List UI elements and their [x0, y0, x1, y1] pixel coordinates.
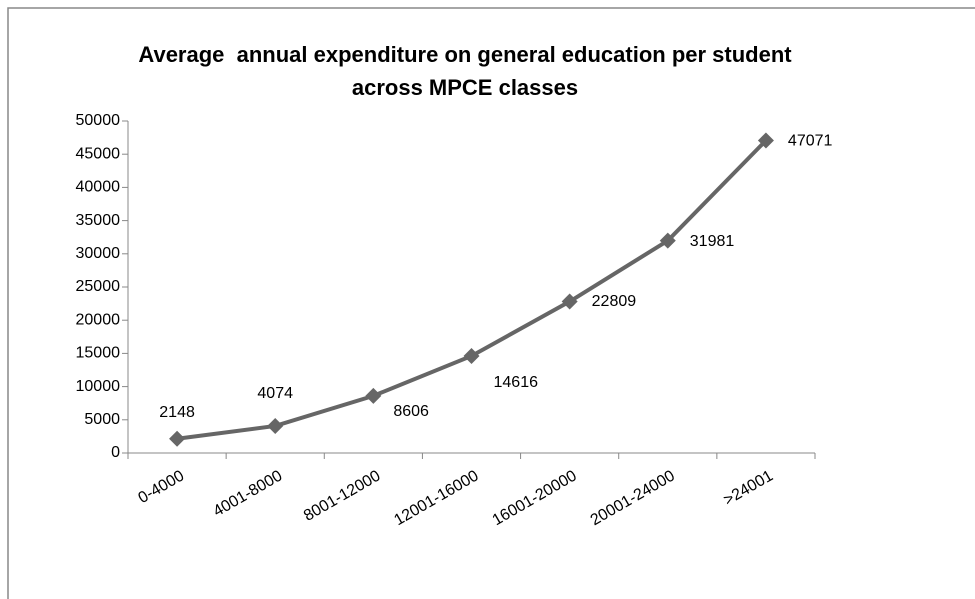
marker [561, 293, 578, 310]
data-label: 31981 [690, 233, 735, 250]
data-label: 8606 [393, 403, 429, 420]
chart-title: Average annual expenditure on general ed… [138, 42, 798, 100]
marker [267, 417, 284, 434]
y-tick-label: 10000 [76, 378, 121, 395]
y-tick-label: 15000 [76, 345, 121, 362]
x-tick-label: 4001-8000 [211, 467, 286, 520]
x-tick-label: 12001-16000 [391, 467, 481, 529]
y-tick-label: 0 [111, 444, 120, 461]
y-tick-label: 45000 [76, 145, 121, 162]
x-tick-label: >24001 [721, 467, 776, 509]
y-tick-label: 5000 [84, 411, 120, 428]
data-label: 14616 [494, 374, 539, 391]
y-tick-label: 35000 [76, 212, 121, 229]
marker [659, 232, 676, 249]
marker [463, 347, 480, 364]
data-label: 4074 [257, 385, 293, 402]
x-tick-label: 20001-24000 [588, 467, 678, 529]
data-label: 47071 [788, 133, 833, 150]
marker [169, 430, 186, 447]
x-tick-label: 8001-12000 [301, 467, 384, 524]
y-tick-label: 25000 [76, 278, 121, 295]
x-tick-label: 0-4000 [136, 467, 188, 507]
marker [757, 132, 774, 149]
y-tick-label: 50000 [76, 112, 121, 129]
marker [365, 387, 382, 404]
x-tick-label: 16001-20000 [490, 467, 580, 529]
y-tick-label: 40000 [76, 179, 121, 196]
chart-border [7, 7, 975, 599]
data-label: 2148 [159, 404, 195, 421]
data-label: 22809 [592, 293, 637, 310]
y-tick-label: 30000 [76, 245, 121, 262]
y-tick-label: 20000 [76, 311, 121, 328]
